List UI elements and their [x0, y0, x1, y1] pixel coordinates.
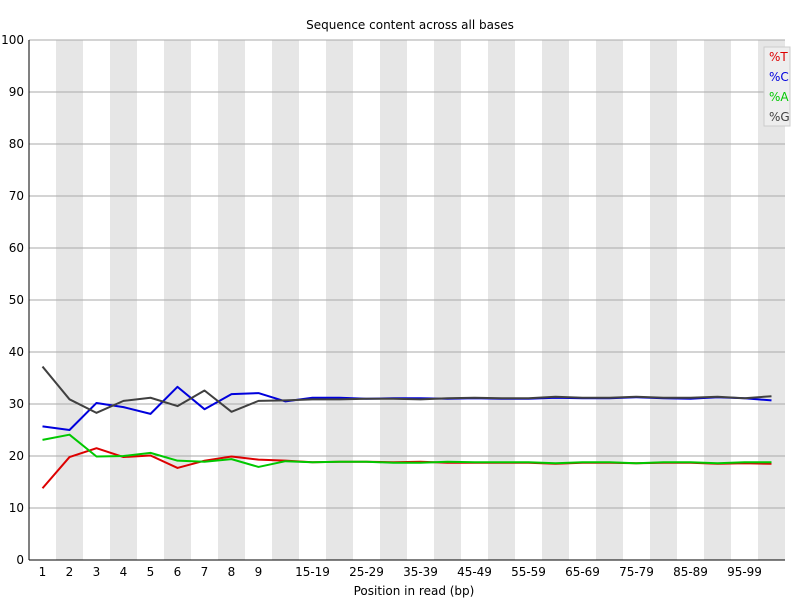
y-tick-labels: 0 10 20 30 40 50 60 70 80 90 100 — [1, 33, 24, 567]
y-tick-0: 0 — [16, 553, 24, 567]
x-tick-75-79: 75-79 — [619, 565, 654, 579]
x-tick-55-59: 55-59 — [511, 565, 546, 579]
y-tick-20: 20 — [9, 449, 24, 463]
x-tick-35-39: 35-39 — [403, 565, 438, 579]
y-tick-30: 30 — [9, 397, 24, 411]
legend-item-c: %C — [769, 70, 789, 84]
legend-item-t: %T — [769, 50, 788, 64]
legend-item-g: %G — [769, 110, 790, 124]
x-tick-95-99: 95-99 — [727, 565, 762, 579]
legend-item-a: %A — [769, 90, 789, 104]
y-tick-40: 40 — [9, 345, 24, 359]
x-tick-7: 7 — [201, 565, 209, 579]
x-tick-15-19: 15-19 — [295, 565, 330, 579]
series-line-g — [41, 365, 772, 414]
x-tick-9: 9 — [255, 565, 263, 579]
x-tick-labels: 1 2 3 4 5 6 7 8 9 15-19 25-29 35-39 45-49 55-59 65-69 7… — [39, 565, 762, 579]
x-tick-2: 2 — [66, 565, 74, 579]
axes — [28, 40, 785, 561]
series-lines — [41, 365, 772, 489]
x-tick-85-89: 85-89 — [673, 565, 708, 579]
y-tick-60: 60 — [9, 241, 24, 255]
y-tick-70: 70 — [9, 189, 24, 203]
y-tick-50: 50 — [9, 293, 24, 307]
y-tick-80: 80 — [9, 137, 24, 151]
x-tick-65-69: 65-69 — [565, 565, 600, 579]
legend-box — [763, 46, 791, 127]
x-tick-4: 4 — [120, 565, 128, 579]
x-tick-3: 3 — [93, 565, 101, 579]
x-tick-6: 6 — [174, 565, 182, 579]
x-tick-45-49: 45-49 — [457, 565, 492, 579]
y-tick-100: 100 — [1, 33, 24, 47]
x-tick-8: 8 — [228, 565, 236, 579]
x-axis-label: Position in read (bp) — [354, 584, 475, 598]
series-line-a — [42, 433, 772, 468]
y-tick-10: 10 — [9, 501, 24, 515]
legend: %T %C %A %G — [763, 46, 791, 127]
x-tick-5: 5 — [147, 565, 155, 579]
x-tick-1: 1 — [39, 565, 47, 579]
x-tick-25-29: 25-29 — [349, 565, 384, 579]
y-tick-90: 90 — [9, 85, 24, 99]
chart-title: Sequence content across all bases — [306, 18, 514, 32]
